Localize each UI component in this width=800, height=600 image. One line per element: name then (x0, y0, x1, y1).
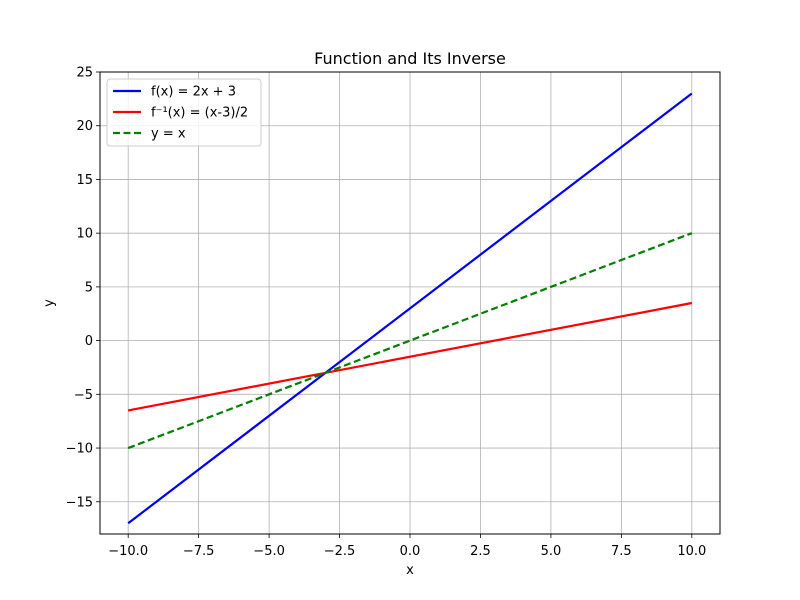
x-axis-ticks: −10.0 −7.5 −5.0 −2.5 0.0 2.5 5.0 7.5 10.0 (108, 534, 706, 559)
y-tick-label: −5 (74, 388, 93, 403)
y-tick-label: 20 (76, 119, 93, 134)
x-tick-label: 2.5 (470, 544, 491, 559)
series-line-0 (127, 92, 693, 525)
legend-label-0: f(x) = 2x + 3 (151, 85, 236, 100)
y-tick-label: 0 (85, 334, 93, 349)
x-tick-label: −5.0 (253, 544, 285, 559)
legend-label-2: y = x (151, 127, 186, 142)
x-tick-label: −10.0 (108, 544, 148, 559)
legend-label-1: f⁻¹(x) = (x-3)/2 (151, 106, 248, 121)
y-tick-label: −15 (66, 495, 93, 510)
x-tick-label: −7.5 (183, 544, 215, 559)
y-axis-label: y (42, 299, 57, 307)
legend-box (106, 78, 262, 147)
x-tick-label: 7.5 (611, 544, 632, 559)
y-axis-ticks: −15 −10 −5 0 5 10 15 20 25 (66, 66, 100, 510)
grid (100, 71, 720, 534)
x-tick-label: −2.5 (324, 544, 356, 559)
x-tick-label: 10.0 (677, 544, 706, 559)
x-tick-label: 0.0 (400, 544, 421, 559)
y-tick-label: 5 (85, 280, 93, 295)
series-line-1 (127, 301, 693, 412)
chart-title: Function and Its Inverse (314, 49, 506, 68)
y-tick-label: 10 (76, 227, 93, 242)
x-axis-label: x (406, 563, 414, 578)
y-tick-label: 15 (76, 173, 93, 188)
plot-series (127, 92, 693, 525)
y-tick-label: 25 (76, 66, 93, 81)
series-line-2 (127, 232, 693, 450)
y-tick-label: −10 (66, 442, 93, 457)
legend: f(x) = 2x + 3 f⁻¹(x) = (x-3)/2 y = x (106, 78, 262, 147)
x-tick-label: 5.0 (541, 544, 562, 559)
